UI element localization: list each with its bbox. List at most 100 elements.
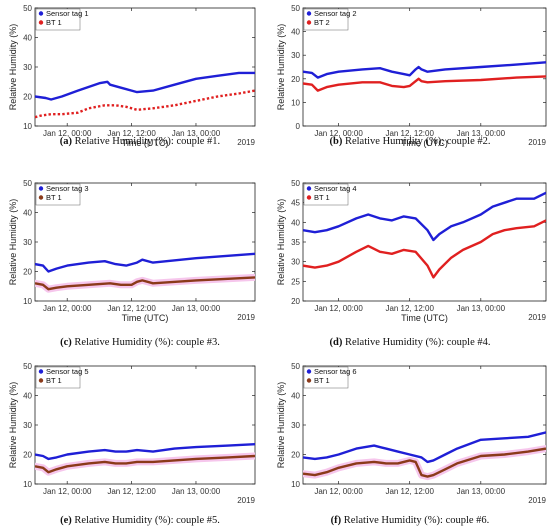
x-tick-label: Jan 12, 12:00 <box>385 129 434 138</box>
y-tick-label: 30 <box>23 238 32 247</box>
y-tick-label: 40 <box>291 28 300 37</box>
y-tick-label: 30 <box>291 258 300 267</box>
y-tick-label: 10 <box>23 297 32 306</box>
y-tick-label: 50 <box>291 4 300 13</box>
y-tick-label: 10 <box>291 480 300 489</box>
legend-entry: Sensor tag 2 <box>314 9 357 18</box>
y-axis-label: Relative Humidity (%) <box>8 382 18 469</box>
caption-text: Relative Humidity (%): couple #2. <box>342 136 490 147</box>
legend-box <box>303 183 349 206</box>
x-tick-label: Jan 13, 00:00 <box>457 487 506 496</box>
x-tick-label: Jan 13, 00:00 <box>457 129 506 138</box>
panel-caption: (c) Relative Humidity (%): couple #3. <box>60 337 220 348</box>
y-tick-label: 20 <box>291 297 300 306</box>
caption-text: Relative Humidity (%): couple #6. <box>341 515 489 526</box>
x-tick-label: Jan 12, 12:00 <box>107 487 156 496</box>
y-axis-label: Relative Humidity (%) <box>8 24 18 111</box>
y-axis-label: Relative Humidity (%) <box>8 199 18 286</box>
legend-marker <box>38 378 44 383</box>
x-axis-label: Time (UTC) <box>401 138 448 148</box>
y-tick-label: 35 <box>291 238 300 247</box>
legend-marker <box>38 195 44 200</box>
y-tick-label: 40 <box>23 392 32 401</box>
year-label: 2019 <box>237 138 255 147</box>
legend-entry: BT 2 <box>314 18 330 27</box>
caption-text: Relative Humidity (%): couple #4. <box>342 337 490 348</box>
legend-box <box>303 366 349 389</box>
y-tick-label: 20 <box>23 268 32 277</box>
caption-label: (a) <box>60 136 73 147</box>
series-line <box>303 61 546 79</box>
panel-caption: (f) Relative Humidity (%): couple #6. <box>331 515 490 526</box>
series-line <box>35 89 255 119</box>
legend-entry: BT 1 <box>314 376 330 385</box>
y-tick-label: 25 <box>291 277 300 286</box>
x-tick-label: Jan 12, 12:00 <box>385 304 434 313</box>
y-tick-label: 20 <box>291 451 300 460</box>
x-tick-label: Jan 12, 12:00 <box>107 304 156 313</box>
caption-label: (c) <box>60 337 72 348</box>
x-axis-label: Time (UTC) <box>122 313 169 323</box>
panel-caption: (a) Relative Humidity (%): couple #1. <box>60 136 220 147</box>
series-line <box>303 75 546 92</box>
x-tick-label: Jan 13, 00:00 <box>457 304 506 313</box>
x-tick-label: Jan 12, 12:00 <box>385 487 434 496</box>
series-line <box>303 447 546 478</box>
caption-text: Relative Humidity (%): couple #3. <box>72 337 220 348</box>
y-tick-label: 50 <box>291 179 300 188</box>
panel-caption: (b) Relative Humidity (%): couple #2. <box>330 136 491 147</box>
year-label: 2019 <box>528 138 546 147</box>
y-tick-label: 50 <box>23 362 32 371</box>
year-label: 2019 <box>528 496 546 505</box>
legend-marker <box>38 369 44 374</box>
y-tick-label: 40 <box>291 392 300 401</box>
legend-entry: BT 1 <box>46 18 62 27</box>
y-tick-label: 50 <box>291 362 300 371</box>
x-tick-label: Jan 12, 00:00 <box>43 487 92 496</box>
series-line <box>35 454 255 474</box>
panel-caption: (d) Relative Humidity (%): couple #4. <box>330 337 491 348</box>
y-tick-label: 45 <box>291 199 300 208</box>
x-tick-label: Jan 12, 00:00 <box>314 304 363 313</box>
legend-marker <box>306 186 312 191</box>
series-line <box>35 276 255 291</box>
caption-label: (e) <box>60 515 72 526</box>
caption-text: Relative Humidity (%): couple #1. <box>72 136 220 147</box>
panel-e: 10 20 30 40 50 Jan 12, 00:00 Jan 12, 12:00 Jan … <box>8 362 256 526</box>
x-tick-label: Jan 12, 00:00 <box>314 129 363 138</box>
x-tick-label: Jan 12, 00:00 <box>314 487 363 496</box>
y-axis-label: Relative Humidity (%) <box>276 24 286 111</box>
legend-marker <box>306 369 312 374</box>
legend-entry: Sensor tag 5 <box>46 367 89 376</box>
legend-box <box>303 8 349 31</box>
plot-frame <box>302 7 547 127</box>
legend-box <box>35 183 81 206</box>
legend-marker <box>38 11 44 16</box>
y-tick-label: 30 <box>291 421 300 430</box>
y-axis-label: Relative Humidity (%) <box>276 382 286 469</box>
year-label: 2019 <box>237 496 255 505</box>
caption-label: (d) <box>330 337 343 348</box>
year-label: 2019 <box>528 313 546 322</box>
panel-b: 0 10 20 30 40 50 Jan 12, 00:00 Jan 12, 12:00 Jan… <box>276 4 547 148</box>
y-tick-label: 40 <box>23 209 32 218</box>
legend-marker <box>38 20 44 25</box>
legend-marker <box>306 20 312 25</box>
legend-entry: BT 1 <box>46 376 62 385</box>
legend-marker <box>306 195 312 200</box>
y-tick-label: 30 <box>23 421 32 430</box>
series-line <box>303 219 546 279</box>
x-tick-label: Jan 12, 00:00 <box>43 129 92 138</box>
y-tick-label: 0 <box>296 122 301 131</box>
y-tick-label: 10 <box>23 480 32 489</box>
y-tick-label: 20 <box>23 93 32 102</box>
x-axis-label: Time (UTC) <box>122 138 169 148</box>
legend-entry: Sensor tag 6 <box>314 367 357 376</box>
x-tick-label: Jan 13, 00:00 <box>172 487 221 496</box>
legend-entry: Sensor tag 3 <box>46 184 89 193</box>
y-tick-label: 30 <box>291 51 300 60</box>
x-tick-label: Jan 12, 12:00 <box>107 129 156 138</box>
panel-f: 10 20 30 40 50 Jan 12, 00:00 Jan 12, 12:00 Jan … <box>276 362 547 526</box>
caption-text: Relative Humidity (%): couple #5. <box>72 515 220 526</box>
